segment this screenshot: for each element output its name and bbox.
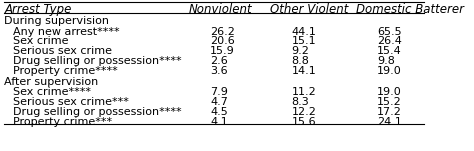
- Text: Drug selling or possession****: Drug selling or possession****: [13, 56, 182, 66]
- Text: 65.5: 65.5: [377, 27, 401, 37]
- Text: 4.5: 4.5: [210, 107, 228, 117]
- Text: Serious sex crime: Serious sex crime: [13, 46, 112, 56]
- Text: 7.9: 7.9: [210, 87, 228, 97]
- Text: 15.6: 15.6: [292, 117, 316, 127]
- Text: 15.2: 15.2: [377, 97, 402, 107]
- Text: Property crime***: Property crime***: [13, 117, 112, 127]
- Text: After supervision: After supervision: [4, 77, 99, 87]
- Text: 8.8: 8.8: [292, 56, 309, 66]
- Text: Any new arrest****: Any new arrest****: [13, 27, 119, 37]
- Text: 3.6: 3.6: [210, 66, 228, 76]
- Text: 26.4: 26.4: [377, 37, 402, 47]
- Text: 17.2: 17.2: [377, 107, 402, 117]
- Text: 20.6: 20.6: [210, 37, 235, 47]
- Text: Arrest Type: Arrest Type: [4, 3, 72, 16]
- Text: 15.4: 15.4: [377, 46, 402, 56]
- Text: 14.1: 14.1: [292, 66, 316, 76]
- Text: 19.0: 19.0: [377, 66, 402, 76]
- Text: Property crime****: Property crime****: [13, 66, 118, 76]
- Text: 44.1: 44.1: [292, 27, 316, 37]
- Text: Serious sex crime***: Serious sex crime***: [13, 97, 129, 107]
- Text: 4.7: 4.7: [210, 97, 228, 107]
- Text: Drug selling or possession****: Drug selling or possession****: [13, 107, 182, 117]
- Text: Nonviolent: Nonviolent: [189, 3, 252, 16]
- Text: Sex crime: Sex crime: [13, 37, 68, 47]
- Text: 12.2: 12.2: [292, 107, 316, 117]
- Text: 9.8: 9.8: [377, 56, 395, 66]
- Text: 11.2: 11.2: [292, 87, 316, 97]
- Text: 24.1: 24.1: [377, 117, 402, 127]
- Text: 8.3: 8.3: [292, 97, 309, 107]
- Text: 15.9: 15.9: [210, 46, 235, 56]
- Text: 19.0: 19.0: [377, 87, 402, 97]
- Text: 26.2: 26.2: [210, 27, 235, 37]
- Text: Other Violent: Other Violent: [270, 3, 348, 16]
- Text: Sex crime****: Sex crime****: [13, 87, 91, 97]
- Text: 15.1: 15.1: [292, 37, 316, 47]
- Text: 4.1: 4.1: [210, 117, 228, 127]
- Text: During supervision: During supervision: [4, 16, 109, 26]
- Text: Domestic Batterer: Domestic Batterer: [356, 3, 464, 16]
- Text: 2.6: 2.6: [210, 56, 228, 66]
- Text: 9.2: 9.2: [292, 46, 309, 56]
